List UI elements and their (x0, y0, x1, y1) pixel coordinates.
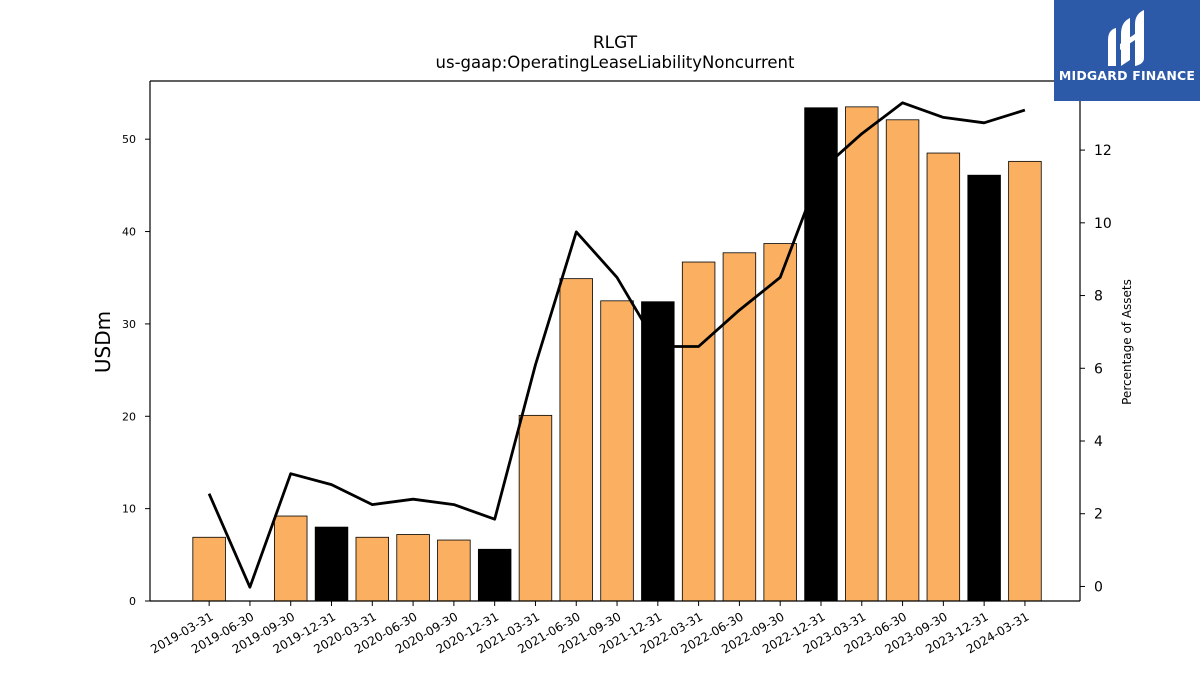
midgard-finance-logo: MIDGARD FINANCE (1054, 0, 1200, 101)
y2-tick-label-4: 4 (1094, 434, 1103, 450)
bar-2022-03-31 (681, 261, 716, 602)
bar-2023-09-30 (926, 152, 961, 602)
y-tick-label-30: 30 (122, 318, 136, 331)
y-tick-label-20: 20 (122, 410, 136, 423)
bar-2022-09-30 (763, 243, 797, 602)
bar-2020-12-31 (477, 548, 512, 602)
bar-2024-03-31 (1008, 160, 1042, 602)
bar-2020-06-30 (396, 534, 430, 602)
plot-area: 010203040500246810122019-03-312019-06-30… (122, 80, 1112, 656)
y2-tick-label-8: 8 (1094, 289, 1103, 305)
chart-subtitle: us-gaap:OperatingLeaseLiabilityNoncurren… (436, 53, 795, 72)
y2-tick-label-2: 2 (1094, 507, 1103, 523)
logo-mark-icon (1108, 10, 1144, 66)
y-tick-label-0: 0 (129, 595, 136, 608)
bar-2020-09-30 (437, 539, 471, 602)
bar-2023-06-30 (885, 119, 920, 602)
y2-tick-label-6: 6 (1094, 361, 1103, 377)
chart-title: RLGT (593, 33, 638, 53)
y-tick-label-40: 40 (122, 226, 136, 239)
y2-tick-label-10: 10 (1094, 216, 1112, 232)
bar-2022-12-31 (804, 107, 838, 602)
bar-2021-06-30 (559, 278, 593, 602)
y2-tick-label-12: 12 (1094, 143, 1112, 159)
bar-2021-12-31 (641, 301, 675, 602)
y2-axis-label: Percentage of Assets (1120, 279, 1134, 405)
bar-2020-03-31 (355, 536, 390, 602)
y-tick-label-10: 10 (122, 503, 136, 516)
percent-of-assets-line (207, 101, 1026, 589)
bar-2019-12-31 (314, 526, 349, 602)
bar-2023-12-31 (967, 174, 1001, 602)
y-axis-label: USDm (91, 311, 115, 373)
bar-2023-03-31 (845, 106, 879, 602)
bar-2021-03-31 (518, 414, 553, 602)
bar-2021-09-30 (600, 300, 634, 602)
logo-text: MIDGARD FINANCE (1058, 68, 1196, 83)
y2-tick-label-0: 0 (1094, 579, 1103, 595)
bar-2019-09-30 (274, 515, 308, 602)
bar-2019-03-31 (192, 536, 226, 602)
bar-2022-06-30 (722, 252, 757, 602)
y-tick-label-50: 50 (122, 133, 136, 146)
